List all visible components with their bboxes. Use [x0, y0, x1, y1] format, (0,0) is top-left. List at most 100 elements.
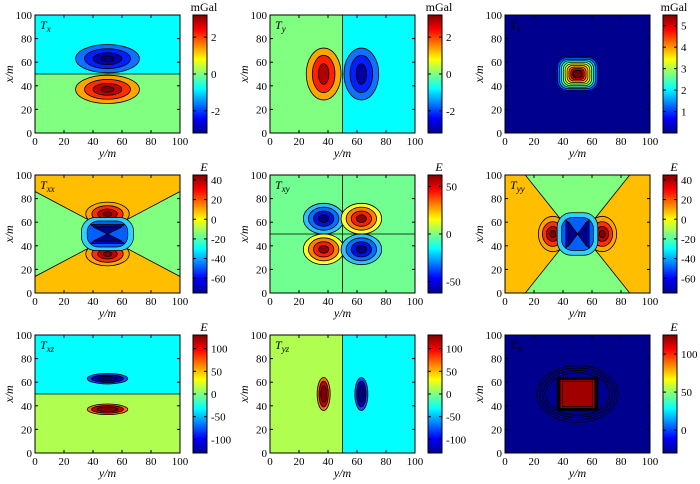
y-tick-label: 80	[491, 354, 503, 366]
axes-frame	[34, 14, 181, 134]
y-axis-label: x/m	[472, 65, 486, 84]
panel-title: Tx	[40, 18, 51, 34]
region	[35, 335, 180, 394]
contour	[542, 369, 613, 418]
colorbar-tick-label: 4	[681, 42, 687, 54]
x-tick-label: 0	[502, 136, 508, 148]
x-tick-label: 60	[352, 136, 364, 148]
x-tick-label: 20	[529, 456, 541, 468]
colorbar-tick-label: 20	[211, 195, 223, 207]
x-tick-label: 20	[529, 296, 541, 308]
contour	[96, 406, 119, 413]
y-tick-label: 80	[21, 34, 33, 46]
x-tick-label: 60	[117, 136, 129, 148]
y-tick-label: 60	[21, 377, 33, 389]
panel-title: Txy	[275, 178, 290, 194]
x-tick-label: 20	[59, 456, 71, 468]
contour	[549, 230, 557, 238]
y-tick-label: 60	[491, 217, 503, 229]
colorbar-tick-label: -40	[211, 254, 226, 266]
x-tick-label: 80	[146, 136, 158, 148]
colorbar-tick-label: 5	[681, 21, 687, 33]
y-axis-label: x/m	[237, 385, 251, 404]
y-tick-label: 100	[251, 10, 268, 22]
y-tick-label: 0	[27, 448, 33, 460]
colorbar-tick-label: -2	[446, 106, 455, 118]
x-axis-label: y/m	[98, 466, 117, 480]
y-tick-label: 20	[21, 264, 33, 276]
colorbar-tick-label: 0	[681, 425, 687, 437]
x-tick-label: 60	[587, 456, 599, 468]
x-tick-label: 80	[381, 136, 393, 148]
y-axis-label: x/m	[2, 65, 16, 84]
colorbar-tick-label: -60	[211, 273, 226, 285]
colorbar-unit-label: E	[669, 160, 678, 174]
colorbar-unit-label: E	[199, 160, 208, 174]
y-tick-label: 80	[256, 34, 268, 46]
y-tick-label: 20	[256, 424, 268, 436]
y-tick-label: 80	[21, 354, 33, 366]
colorbar-unit-label: E	[199, 320, 208, 334]
x-axis-label: y/m	[568, 146, 587, 160]
y-tick-label: 100	[251, 330, 268, 342]
y-tick-label: 100	[486, 170, 503, 182]
panel-8: 0 20 40 60 80 100 0 20 40 60 80 100 y/m x/m Tyz 100 50 0 -…	[237, 330, 467, 480]
axes-frame	[504, 334, 651, 454]
region	[35, 394, 180, 453]
contour	[100, 86, 115, 93]
colorbar-tick-label: 0	[211, 214, 217, 226]
y-tick-label: 40	[21, 241, 33, 253]
contour	[320, 385, 327, 403]
y-tick-label: 80	[256, 354, 268, 366]
x-axis-label: y/m	[568, 306, 587, 320]
x-tick-label: 100	[172, 136, 189, 148]
colorbar-tick-label: -100	[211, 434, 232, 446]
y-tick-label: 40	[256, 401, 268, 413]
x-tick-label: 40	[323, 296, 335, 308]
x-tick-label: 40	[88, 456, 100, 468]
region	[577, 220, 587, 248]
colorbar-tick-label: 0	[446, 69, 452, 81]
axes-frame	[34, 334, 181, 454]
x-tick-label: 0	[32, 136, 38, 148]
x-tick-label: 20	[529, 136, 541, 148]
colorbar-tick-label: 20	[681, 195, 693, 207]
y-tick-label: 100	[251, 170, 268, 182]
x-tick-label: 20	[59, 296, 71, 308]
y-tick-label: 20	[491, 424, 503, 436]
colorbar-tick-label: 100	[446, 344, 463, 356]
colorbar-tick-label: 2	[211, 32, 217, 44]
x-tick-label: 0	[502, 456, 508, 468]
axes-frame	[504, 14, 651, 134]
x-tick-label: 40	[323, 136, 335, 148]
colorbar-tick-label: 40	[211, 175, 223, 187]
colorbar-tick-label: 0	[211, 69, 217, 81]
colorbar-tick-label: 3	[681, 64, 687, 76]
contour	[598, 230, 606, 238]
plot-area	[505, 175, 650, 293]
y-tick-label: 80	[491, 34, 503, 46]
x-tick-label: 20	[294, 296, 306, 308]
colorbar-tick-label: 40	[681, 175, 693, 187]
colorbar-tick-label: -50	[211, 412, 226, 424]
x-tick-label: 100	[172, 456, 189, 468]
y-tick-label: 60	[256, 57, 268, 69]
y-tick-label: 40	[491, 241, 503, 253]
y-tick-label: 40	[21, 81, 33, 93]
x-tick-label: 0	[502, 296, 508, 308]
x-tick-label: 80	[616, 136, 628, 148]
contour	[318, 63, 330, 85]
panel-5: 0 20 40 60 80 100 0 20 40 60 80 100 y/m x/m Txy 50 0 -50 E	[237, 160, 461, 320]
region	[342, 335, 415, 453]
contour	[102, 211, 113, 217]
x-tick-label: 0	[267, 456, 273, 468]
axes-frame	[269, 174, 416, 294]
x-tick-label: 100	[172, 296, 189, 308]
colorbar	[662, 174, 678, 294]
y-tick-label: 0	[497, 128, 503, 140]
x-tick-label: 60	[587, 136, 599, 148]
contour	[318, 214, 330, 223]
y-axis-label: x/m	[2, 385, 16, 404]
x-tick-label: 80	[146, 296, 158, 308]
contour	[545, 372, 610, 416]
